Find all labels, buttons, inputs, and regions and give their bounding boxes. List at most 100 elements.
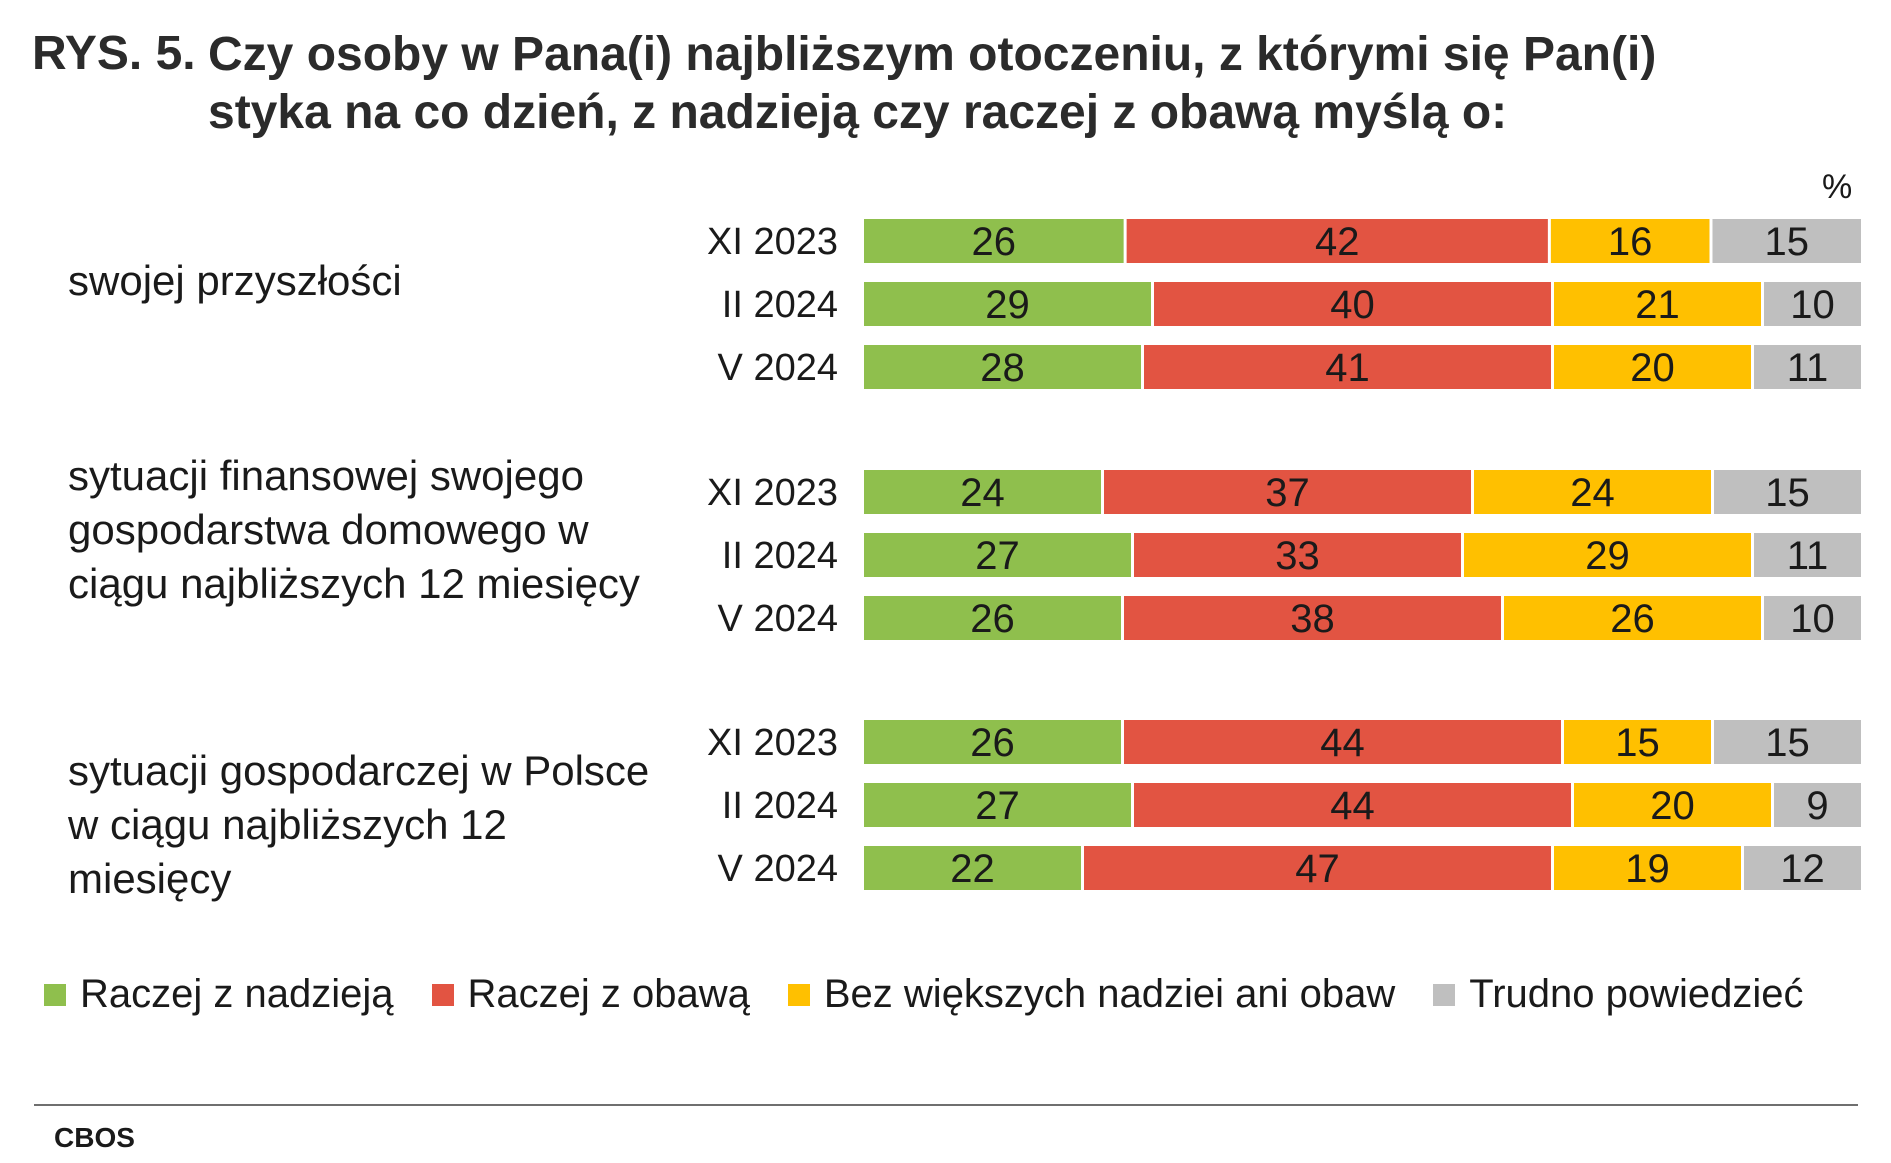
- bar-segment-unsure: [1712, 219, 1861, 263]
- bar-segment-hope: [864, 470, 1101, 514]
- bar-segment-fear: [1124, 596, 1501, 640]
- data-label: 26: [1610, 597, 1655, 641]
- data-label: 27: [975, 534, 1020, 578]
- data-label: 26: [970, 721, 1015, 765]
- legend-swatch-neutral: [787, 983, 810, 1006]
- bar-segment-fear: [1134, 783, 1571, 827]
- bar-segment-unsure: [1754, 345, 1861, 389]
- data-label: 21: [1635, 283, 1680, 327]
- data-label: 33: [1275, 534, 1320, 578]
- bar-segment-fear: [1126, 219, 1548, 263]
- bar-segment-fear: [1154, 282, 1551, 326]
- bar-segment-neutral: [1550, 219, 1710, 263]
- unit-label: %: [1822, 168, 1853, 206]
- data-label: 24: [960, 471, 1005, 515]
- data-label: 27: [975, 784, 1020, 828]
- data-label: 40: [1330, 283, 1375, 327]
- legend-swatch-hope: [44, 983, 66, 1006]
- bar-segment-hope: [864, 846, 1081, 890]
- bar-segment-fear: [1144, 345, 1551, 389]
- bar-segment-neutral: [1554, 846, 1741, 890]
- data-label: 15: [1765, 471, 1810, 515]
- data-label: 20: [1630, 346, 1675, 390]
- data-label: 15: [1765, 721, 1810, 765]
- footer-divider: [34, 1104, 1858, 1106]
- bar-segment-unsure: [1714, 720, 1861, 764]
- figure-number: RYS. 5.: [32, 27, 196, 80]
- data-label: 24: [1570, 471, 1615, 515]
- period-label: II 2024: [722, 284, 838, 326]
- bar-segment-neutral: [1554, 282, 1761, 326]
- stacked-bar-chart: XI 2023 26 42 16 15 II 2024 29 40 21 10 V 2024 28 41…: [707, 219, 1861, 891]
- data-label: 44: [1320, 721, 1365, 765]
- bar-segment-unsure: [1764, 282, 1861, 326]
- data-label: 11: [1787, 534, 1829, 578]
- bar-segment-fear: [1104, 470, 1471, 514]
- data-label: 28: [980, 346, 1025, 390]
- legend: Raczej z nadzieją Raczej z obawą Bez wię…: [44, 972, 1804, 1017]
- data-label: 15: [1615, 721, 1660, 765]
- bar-segment-neutral: [1564, 720, 1711, 764]
- legend-label-fear: Raczej z obawą: [467, 972, 750, 1016]
- bar-segment-unsure: [1714, 470, 1861, 514]
- period-label: II 2024: [722, 785, 838, 827]
- source-label: CBOS: [54, 1122, 135, 1153]
- bar-segment-neutral: [1474, 470, 1711, 514]
- data-label: 16: [1608, 220, 1653, 264]
- bar-segment-hope: [864, 533, 1131, 577]
- data-label: 41: [1325, 346, 1370, 390]
- legend-item-neutral: Bez większych nadziei ani obaw: [787, 972, 1396, 1017]
- bar-segment-unsure: [1764, 596, 1861, 640]
- chart-title: Czy osoby w Pana(i) najbliższym otoczeni…: [208, 28, 1657, 139]
- data-label: 29: [985, 283, 1030, 327]
- legend-item-hope: Raczej z nadzieją: [44, 972, 394, 1017]
- bar-segment-fear: [1084, 846, 1551, 890]
- period-label: II 2024: [722, 535, 838, 577]
- bar-segment-unsure: [1754, 533, 1861, 577]
- data-label: 44: [1330, 784, 1375, 828]
- data-label: 38: [1290, 597, 1335, 641]
- data-label: 20: [1650, 784, 1695, 828]
- group-label-economy: sytuacji gospodarczej w Polsce w ciągu n…: [68, 747, 650, 902]
- data-label: 10: [1790, 283, 1835, 327]
- legend-item-fear: Raczej z obawą: [431, 972, 750, 1017]
- period-label: XI 2023: [707, 722, 838, 764]
- bar-segment-hope: [864, 282, 1151, 326]
- data-label: 15: [1764, 220, 1809, 264]
- data-label: 9: [1806, 784, 1828, 828]
- legend-label-neutral: Bez większych nadziei ani obaw: [823, 972, 1396, 1016]
- bar-segment-fear: [1134, 533, 1461, 577]
- data-label: 26: [972, 220, 1017, 264]
- legend-label-hope: Raczej z nadzieją: [80, 972, 394, 1016]
- bar-segment-hope: [864, 783, 1131, 827]
- group-label-future: swojej przyszłości: [68, 257, 402, 304]
- period-label: XI 2023: [707, 472, 838, 514]
- bar-segment-neutral: [1464, 533, 1751, 577]
- data-label: 12: [1780, 847, 1825, 891]
- legend-swatch-fear: [431, 983, 454, 1006]
- legend-label-unsure: Trudno powiedzieć: [1469, 972, 1804, 1016]
- legend-swatch-unsure: [1433, 983, 1456, 1006]
- data-label: 10: [1790, 597, 1835, 641]
- legend-item-unsure: Trudno powiedzieć: [1433, 972, 1804, 1017]
- bar-segment-unsure: [1774, 783, 1861, 827]
- bar-segment-unsure: [1744, 846, 1861, 890]
- group-label-household-finance: sytuacji finansowej swojego gospodarstwa…: [68, 452, 640, 607]
- bar-segment-hope: [864, 219, 1124, 263]
- data-label: 42: [1315, 220, 1360, 264]
- data-label: 11: [1787, 346, 1829, 390]
- period-label: V 2024: [718, 598, 838, 640]
- bar-segment-hope: [864, 596, 1121, 640]
- data-label: 26: [970, 597, 1015, 641]
- period-label: V 2024: [718, 848, 838, 890]
- period-label: XI 2023: [707, 221, 838, 263]
- data-label: 37: [1265, 471, 1310, 515]
- bar-segment-hope: [864, 720, 1121, 764]
- bar-segment-neutral: [1554, 345, 1751, 389]
- bar-segment-neutral: [1574, 783, 1771, 827]
- bar-segment-hope: [864, 345, 1141, 389]
- data-label: 19: [1625, 847, 1670, 891]
- bar-segment-neutral: [1504, 596, 1761, 640]
- data-label: 47: [1295, 847, 1340, 891]
- data-label: 22: [950, 847, 995, 891]
